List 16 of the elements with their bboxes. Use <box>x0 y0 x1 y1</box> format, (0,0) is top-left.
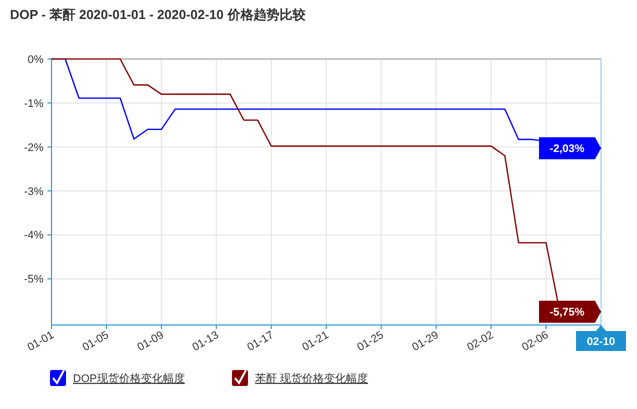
y-tick-label: -4% <box>24 230 44 242</box>
y-tick-label: -3% <box>24 186 44 198</box>
y-tick-label: -2% <box>24 142 44 154</box>
x-tick-label: 01-29 <box>410 329 441 354</box>
x-tick-label: 01-09 <box>136 329 166 354</box>
x-tick-label: 01-01 <box>26 329 56 354</box>
chart-title: DOP - 苯酐 2020-01-01 - 2020-02-10 价格趋势比较 <box>10 7 306 22</box>
annotation: -2,03% <box>550 143 585 156</box>
annotation: -5,75% <box>550 306 585 319</box>
text: 02-10 <box>586 336 616 348</box>
legend-label: 苯酐 现货价格变化幅度 <box>255 372 368 385</box>
y-tick-label: 0% <box>28 54 44 66</box>
y-tick-label: -1% <box>24 98 44 110</box>
x-tick-label: 01-21 <box>300 329 331 354</box>
y-tick-label: -5% <box>24 274 44 286</box>
legend-label: DOP现货价格变化幅度 <box>73 372 185 385</box>
